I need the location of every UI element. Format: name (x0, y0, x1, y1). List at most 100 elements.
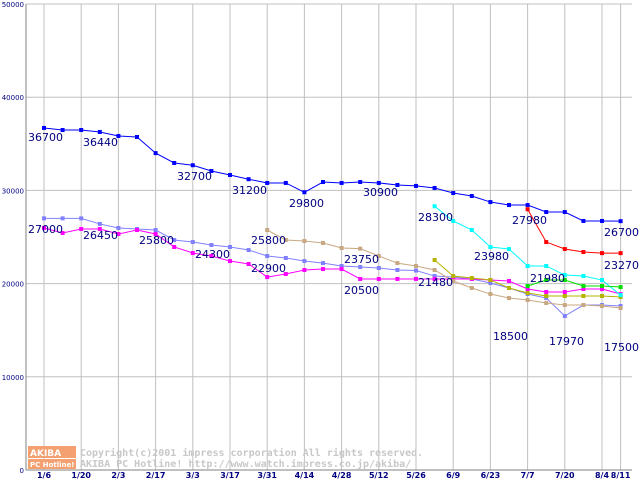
data-point (544, 263, 549, 268)
data-label: 18500 (493, 330, 528, 343)
data-point (507, 203, 511, 208)
data-point (283, 255, 288, 260)
data-point (209, 254, 214, 259)
data-point (544, 210, 549, 215)
data-point (600, 278, 604, 283)
data-point (395, 267, 400, 272)
data-point (432, 276, 437, 281)
x-tick-label: 6/23 (481, 471, 501, 480)
y-tick-label: 20000 (2, 281, 24, 289)
data-label: 17970 (549, 335, 584, 348)
y-tick-label: 40000 (2, 94, 24, 102)
data-point (246, 248, 251, 253)
data-point (432, 204, 437, 209)
x-tick-label: 4/28 (332, 471, 352, 480)
data-label: 27980 (512, 214, 547, 227)
data-point (302, 267, 307, 272)
data-point (544, 289, 549, 294)
data-label: 17500 (604, 341, 639, 354)
y-tick-label: 10000 (2, 374, 24, 382)
data-point (414, 263, 418, 268)
data-point (581, 287, 586, 292)
data-point (544, 277, 549, 282)
data-labels: 36700 36440 32700 31200 29800 30900 28300 27980… (28, 131, 639, 354)
data-point (60, 216, 65, 221)
data-point (414, 276, 418, 281)
akiba-logo-top (28, 446, 76, 458)
x-tick-label: 7/7 (521, 471, 535, 480)
data-point (246, 177, 251, 182)
data-point (451, 274, 456, 279)
data-label: 23750 (344, 253, 379, 266)
data-point (228, 259, 232, 264)
data-point (581, 303, 586, 308)
data-point (283, 180, 288, 185)
data-point (618, 306, 623, 311)
data-point (469, 276, 474, 281)
series-cyan (432, 204, 623, 298)
series-magenta (42, 225, 623, 297)
data-label: 26450 (83, 229, 118, 242)
series-green (525, 277, 623, 290)
series-red (525, 207, 623, 256)
data-label: 27000 (28, 223, 63, 236)
data-point (469, 228, 474, 233)
akiba-logo-text: AKIBA (30, 449, 61, 459)
x-tick-label: 4/14 (295, 471, 315, 480)
series-tan (265, 228, 623, 311)
data-label: 29800 (289, 197, 324, 210)
x-tick-label: 3/3 (186, 471, 200, 480)
data-point (618, 251, 623, 256)
data-point (432, 185, 437, 190)
data-point (507, 285, 511, 290)
data-label: 20500 (344, 284, 379, 297)
data-point (321, 261, 325, 266)
data-point (376, 254, 381, 259)
grid (26, 3, 632, 471)
data-point (562, 289, 567, 294)
data-point (618, 303, 623, 308)
x-tick-label: 5/12 (369, 471, 389, 480)
akiba-logo-bottom (28, 459, 76, 469)
data-point (600, 218, 604, 223)
data-point (153, 228, 158, 233)
data-point (469, 193, 474, 198)
data-point (339, 267, 344, 272)
data-point (562, 273, 567, 278)
data-point (507, 278, 511, 283)
data-point (525, 287, 530, 292)
data-point (451, 278, 456, 283)
data-point (228, 244, 232, 249)
data-point (581, 218, 586, 223)
data-point (600, 284, 604, 289)
data-point (172, 244, 177, 249)
x-tick-label: 2/3 (111, 471, 125, 480)
data-point (525, 291, 530, 296)
data-point (432, 267, 437, 272)
data-point (97, 129, 102, 134)
data-label: 21480 (418, 276, 453, 289)
data-label: 31200 (232, 184, 267, 197)
data-point (60, 230, 65, 235)
data-point (190, 163, 195, 168)
series-line-magenta (43, 227, 621, 295)
data-point (600, 251, 604, 256)
data-point (79, 226, 84, 231)
x-tick-label: 7/20 (555, 471, 575, 480)
data-point (190, 240, 195, 245)
data-point (376, 276, 381, 281)
data-point (562, 210, 567, 215)
data-point (618, 219, 623, 224)
data-label: 36700 (28, 131, 63, 144)
data-point (432, 274, 437, 279)
data-label: 25800 (251, 234, 286, 247)
data-label: 21980 (530, 272, 565, 285)
data-point (488, 281, 493, 286)
data-point (116, 225, 121, 230)
x-tick-label: 8/4 (595, 471, 609, 480)
data-label: 24300 (195, 248, 230, 261)
data-point (358, 246, 363, 251)
data-point (228, 173, 232, 178)
data-point (153, 232, 158, 237)
